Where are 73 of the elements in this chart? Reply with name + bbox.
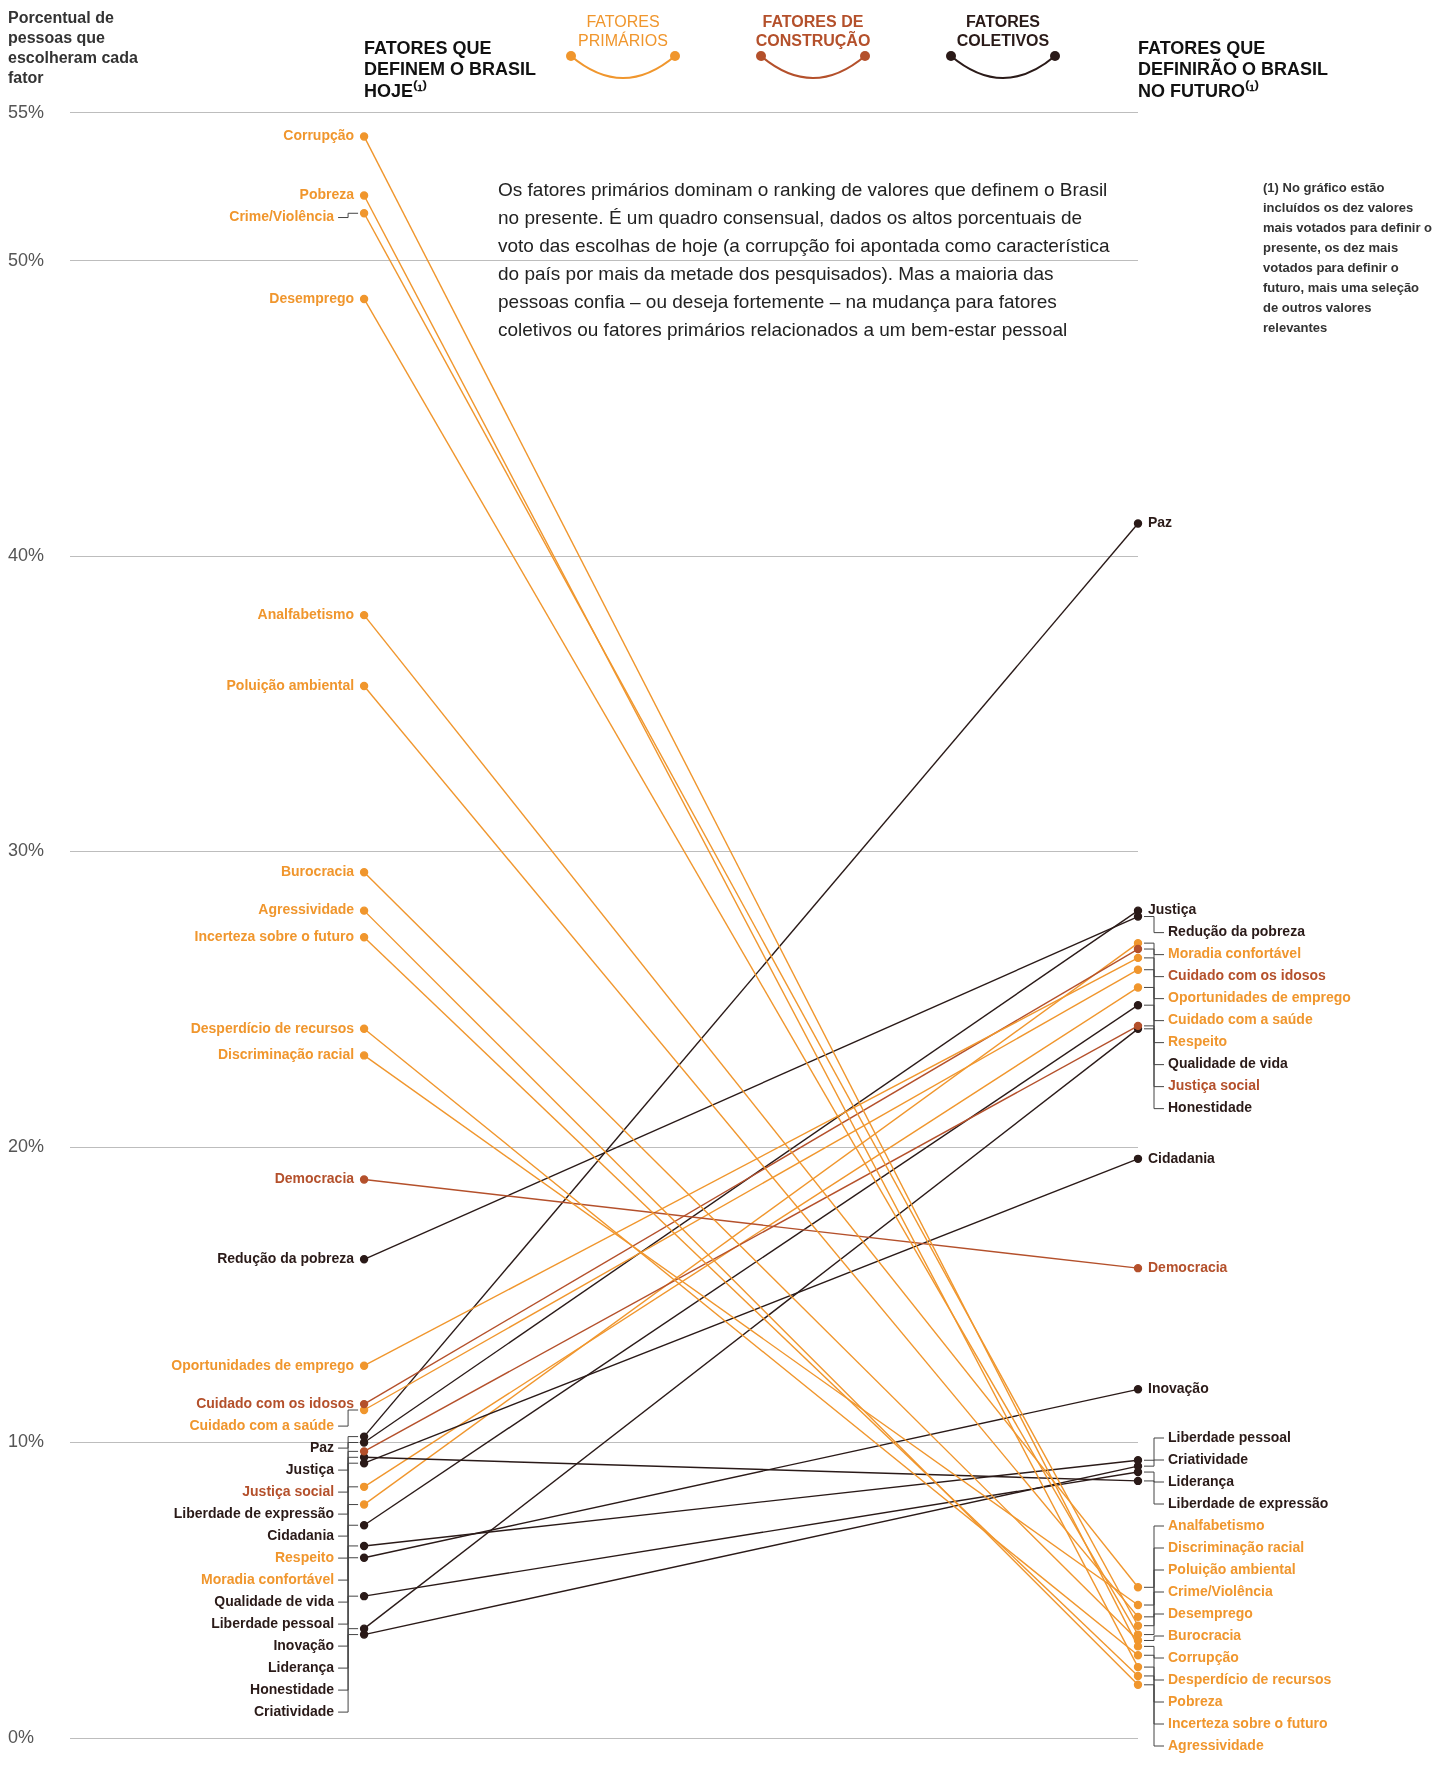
- text: Paz: [309, 1438, 335, 1455]
- series-label: Criatividade: [1168, 1450, 1249, 1467]
- series-label: Oportunidades de emprego: [171, 1356, 355, 1373]
- series-label: Pobreza: [299, 186, 355, 203]
- series-label: Liderança: [1168, 1472, 1235, 1489]
- text: FATORES PRIMÁRIOS: [577, 12, 669, 50]
- text: Liderança: [267, 1658, 335, 1675]
- text: Justiça social: [1168, 1077, 1260, 1094]
- series-label: Desperdício de recursos: [190, 1019, 355, 1036]
- text: FATORES COLETIVOS: [955, 12, 1051, 50]
- text: Justiça: [285, 1460, 335, 1477]
- text: Burocracia: [1168, 1626, 1242, 1643]
- text: Crime/Violência: [1168, 1582, 1273, 1599]
- y-axis-title: Porcentual de pessoas que escolheram cada fator: [8, 8, 139, 88]
- text: Agressividade: [1168, 1736, 1264, 1753]
- y-tick-label: 20%: [8, 1135, 45, 1156]
- series-label: Analfabetismo: [257, 605, 355, 622]
- series-label: Poluição ambiental: [226, 676, 355, 693]
- text: Qualidade de vida: [1168, 1055, 1289, 1072]
- y-tick-label: 55%: [8, 101, 45, 122]
- text: Pobreza: [1168, 1692, 1223, 1709]
- text: Qualidade de vida: [214, 1592, 335, 1609]
- text: Respeito: [1168, 1033, 1228, 1050]
- series-label: Incerteza sobre o futuro: [194, 928, 355, 945]
- x-tick-label: FATORES QUE DEFINIRÃO O BRASIL NO FUTURO⁽¹⁾: [1138, 37, 1329, 101]
- text: Criatividade: [253, 1702, 335, 1719]
- text: Oportunidades de emprego: [1168, 989, 1351, 1006]
- series-label: Paz: [1148, 514, 1173, 531]
- text: Liberdade pessoal: [211, 1614, 335, 1631]
- text: Cuidado com a saúde: [1168, 1011, 1313, 1028]
- text: Liberdade pessoal: [1168, 1428, 1291, 1445]
- series-label: Discriminação racial: [217, 1046, 355, 1063]
- series-label: Justiça: [1148, 901, 1197, 918]
- text: (1) No gráfico estão incluídos os dez valores mais votados para definir o presente, os dez mais votados para definir o futuro, mais uma seleção de outros valores relevantes: [1263, 179, 1433, 337]
- series-label: Inovação: [1148, 1380, 1209, 1397]
- series-label: Redução da pobreza: [217, 1250, 355, 1267]
- series-label: Democracia: [274, 1170, 355, 1187]
- text: Desemprego: [1168, 1604, 1253, 1621]
- series-label: Agressividade: [258, 901, 355, 918]
- text: Respeito: [274, 1548, 335, 1565]
- text: Desperdício de recursos: [1168, 1670, 1332, 1687]
- text: Incerteza sobre o futuro: [1168, 1714, 1328, 1731]
- text: Liberdade de expressão: [1168, 1494, 1329, 1511]
- series-label: Moradia confortável: [1168, 945, 1302, 962]
- series-label: Cuidado com os idosos: [196, 1394, 355, 1411]
- y-tick-label: 10%: [8, 1431, 45, 1452]
- text: Moradia confortável: [201, 1570, 335, 1587]
- text: Liberdade de expressão: [173, 1504, 335, 1521]
- text: Cuidado com os idosos: [1168, 967, 1326, 984]
- text: Analfabetismo: [1168, 1516, 1265, 1533]
- text: Redução da pobreza: [1168, 923, 1305, 940]
- annotation: Os fatores primários dominam o ranking de valores que definem o Brasil no presente. É um quadro consensual, dados os altos porcentuais de voto das escolhas de hoje (a corrupção foi apontada como característica do país por mais da metade dos pesquisados). Mas a maioria das pessoas confia – ou deseja fortemente – na mudança para fatores coletivos ou fatores primários relacionados a um bem-estar pessoal: [498, 178, 1111, 342]
- text: FATORES DE CONSTRUÇÃO: [754, 12, 872, 50]
- series-label: Corrupção: [283, 127, 355, 144]
- text: Poluição ambiental: [1168, 1560, 1296, 1577]
- text: Justiça social: [242, 1482, 335, 1499]
- series-label: Cidadania: [1148, 1149, 1216, 1166]
- series-label: Burocracia: [280, 863, 355, 880]
- series-label: Cuidado com a saúde: [189, 1416, 335, 1433]
- text: Cidadania: [267, 1526, 335, 1543]
- y-tick-label: 50%: [8, 249, 45, 270]
- series-label: Crime/Violência: [229, 208, 335, 225]
- series-label: Desemprego: [269, 289, 355, 306]
- y-tick-label: 0%: [8, 1726, 35, 1747]
- y-tick-label: 30%: [8, 840, 45, 861]
- text: Honestidade: [250, 1680, 335, 1697]
- text: Honestidade: [1168, 1099, 1253, 1116]
- text: Inovação: [273, 1636, 335, 1653]
- text: Discriminação racial: [1168, 1538, 1305, 1555]
- y-tick-label: 40%: [8, 545, 45, 566]
- text: Democracia: [1148, 1259, 1228, 1276]
- x-tick-label: FATORES QUE DEFINEM O BRASIL HOJE⁽¹⁾: [364, 37, 537, 101]
- text: Corrupção: [1168, 1648, 1239, 1665]
